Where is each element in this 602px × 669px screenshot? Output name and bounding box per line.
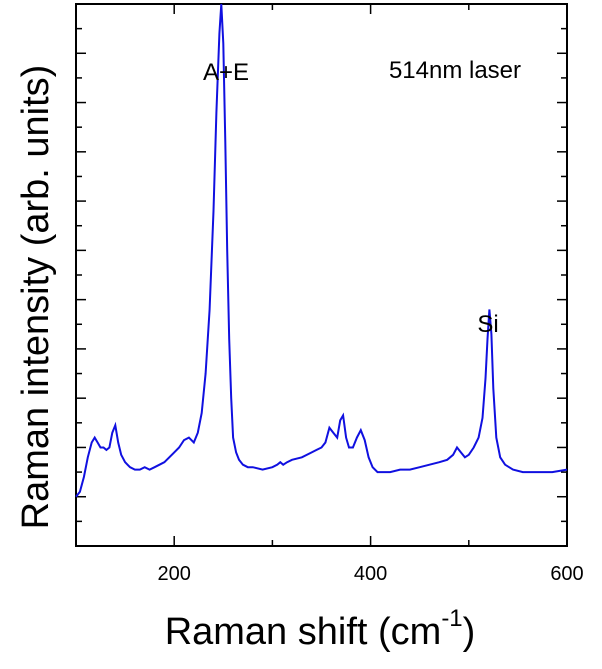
x-axis-title-close: )	[463, 611, 476, 653]
x-tick-label: 200	[158, 563, 191, 585]
peak-label-si: Si	[477, 311, 498, 338]
raman-spectrum-line	[75, 3, 568, 498]
laser-annotation: 514nm laser	[389, 57, 521, 84]
plot-frame	[75, 3, 568, 547]
x-tick-label: 400	[354, 563, 387, 585]
x-tick-labels: 200 400 600	[158, 563, 584, 585]
x-axis-title: Raman shift (cm-1)	[165, 605, 476, 653]
x-axis-title-superscript: -1	[441, 605, 462, 632]
x-axis-title-main: Raman shift (cm	[165, 611, 442, 653]
y-axis-title: Raman intensity (arb. units)	[15, 65, 57, 530]
plot-border	[75, 3, 568, 547]
x-tick-label: 600	[550, 563, 583, 585]
axis-ticks	[75, 3, 568, 547]
peak-label-a-e: A+E	[203, 59, 249, 86]
